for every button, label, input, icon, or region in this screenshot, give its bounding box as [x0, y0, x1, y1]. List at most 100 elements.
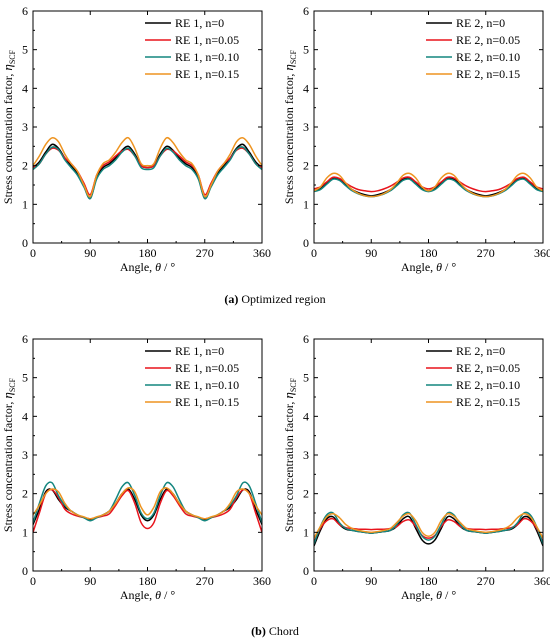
caption-b: (b) Chord [0, 624, 550, 639]
y-tick-label: 6 [303, 4, 309, 18]
y-axis-label-sub: SCF [289, 377, 298, 392]
x-axis-label: Angle, θ / ° [120, 260, 176, 274]
chart-panel-a-right: 0 90 180 270 360 0 1 2 3 4 5 6 Angle, θ / ° Stress co… [281, 4, 550, 274]
y-tick-label: 0 [22, 236, 28, 250]
x-tick-label: 180 [420, 246, 438, 260]
series-line-3 [33, 136, 262, 198]
legend-label-1: RE 2, n=0.05 [456, 361, 520, 375]
x-tick-label: 360 [534, 246, 550, 260]
y-axis-label-main: Stress concentration factor, [1, 399, 15, 532]
x-axis-label-unit: / ° [442, 260, 456, 274]
x-tick-label: 270 [477, 246, 495, 260]
x-tick-label: 90 [84, 246, 96, 260]
x-axis-label: Angle, θ / ° [401, 588, 457, 602]
x-tick-label: 0 [30, 246, 36, 260]
x-axis-label-symbol: θ [155, 260, 161, 274]
x-tick-label: 360 [253, 574, 271, 588]
series-line-1 [314, 176, 543, 193]
y-axis-label-sub: SCF [8, 377, 17, 392]
legend-label-1: RE 1, n=0.05 [175, 33, 239, 47]
y-tick-label: 5 [22, 43, 28, 57]
series-line-3 [314, 512, 543, 539]
legend-label-0: RE 2, n=0 [456, 16, 505, 30]
legend-label-3: RE 1, n=0.15 [175, 67, 239, 81]
series-line-2 [314, 511, 543, 545]
y-tick-label: 4 [303, 81, 309, 95]
y-tick-label: 0 [303, 564, 309, 578]
x-tick-label: 90 [365, 246, 377, 260]
y-tick-label: 3 [303, 120, 309, 134]
series-lines [33, 481, 262, 533]
legend-label-2: RE 1, n=0.10 [175, 50, 239, 64]
y-tick-label: 2 [22, 159, 28, 173]
x-axis-label-main: Angle, [120, 588, 155, 602]
y-tick-label: 5 [303, 43, 309, 57]
x-tick-label: 180 [420, 574, 438, 588]
y-tick-label: 1 [303, 197, 309, 211]
series-lines [314, 511, 543, 547]
y-tick-label: 5 [303, 371, 309, 385]
y-tick-label: 6 [303, 332, 309, 346]
x-tick-label: 360 [534, 574, 550, 588]
x-tick-label: 270 [196, 246, 214, 260]
x-tick-label: 90 [365, 574, 377, 588]
x-tick-label: 0 [311, 246, 317, 260]
chart-panel-b-right: 0 90 180 270 360 0 1 2 3 4 5 6 Angle, θ / ° Stress co… [281, 332, 550, 602]
legend-label-1: RE 1, n=0.05 [175, 361, 239, 375]
y-axis-label: Stress concentration factor, ηSCF [0, 49, 17, 204]
x-tick-label: 90 [84, 574, 96, 588]
x-axis-label-main: Angle, [401, 260, 436, 274]
x-axis-label-unit: / ° [161, 588, 175, 602]
y-axis-label-main: Stress concentration factor, [282, 71, 296, 204]
y-axis-label: Stress concentration factor, ηSCF [281, 49, 298, 204]
y-tick-label: 1 [22, 197, 28, 211]
series-line-3 [314, 172, 543, 198]
y-tick-label: 0 [303, 236, 309, 250]
x-tick-label: 180 [139, 574, 157, 588]
x-axis-label-symbol: θ [436, 588, 442, 602]
series-line-1 [33, 488, 262, 533]
x-tick-label: 180 [139, 246, 157, 260]
series-line-0 [33, 143, 262, 200]
y-tick-label: 3 [303, 448, 309, 462]
y-tick-label: 5 [22, 371, 28, 385]
legend-label-0: RE 1, n=0 [175, 344, 224, 358]
legend-label-3: RE 2, n=0.15 [456, 395, 520, 409]
series-line-1 [33, 147, 262, 196]
x-tick-label: 270 [196, 574, 214, 588]
legend-label-1: RE 2, n=0.05 [456, 33, 520, 47]
y-tick-label: 2 [22, 487, 28, 501]
caption-a: (a) Optimized region [0, 292, 550, 307]
y-tick-label: 4 [22, 409, 28, 423]
y-axis-label-main: Stress concentration factor, [1, 71, 15, 204]
y-axis-label-symbol: η [0, 64, 15, 70]
y-axis-label: Stress concentration factor, ηSCF [0, 377, 17, 532]
y-tick-label: 4 [303, 409, 309, 423]
legend-label-2: RE 2, n=0.10 [456, 50, 520, 64]
y-axis-label-sub: SCF [8, 49, 17, 64]
x-axis-label-symbol: θ [436, 260, 442, 274]
x-axis-label: Angle, θ / ° [120, 588, 176, 602]
x-tick-label: 0 [311, 574, 317, 588]
x-axis-label-unit: / ° [442, 588, 456, 602]
x-axis-label-main: Angle, [401, 588, 436, 602]
y-tick-label: 6 [22, 4, 28, 18]
caption-a-label: (a) [224, 292, 239, 306]
series-line-3 [33, 487, 262, 520]
legend-label-3: RE 2, n=0.15 [456, 67, 520, 81]
legend-label-0: RE 2, n=0 [456, 344, 505, 358]
y-tick-label: 3 [22, 448, 28, 462]
series-line-2 [314, 178, 543, 198]
y-tick-label: 3 [22, 120, 28, 134]
caption-b-label: (b) [251, 624, 266, 638]
series-lines [314, 172, 543, 198]
y-axis-label: Stress concentration factor, ηSCF [281, 377, 298, 532]
x-tick-label: 0 [30, 574, 36, 588]
series-line-2 [33, 481, 262, 523]
y-tick-label: 0 [22, 564, 28, 578]
y-axis-label-main: Stress concentration factor, [282, 399, 296, 532]
x-tick-label: 360 [253, 246, 271, 260]
x-axis-label: Angle, θ / ° [401, 260, 457, 274]
x-axis-label-symbol: θ [155, 588, 161, 602]
